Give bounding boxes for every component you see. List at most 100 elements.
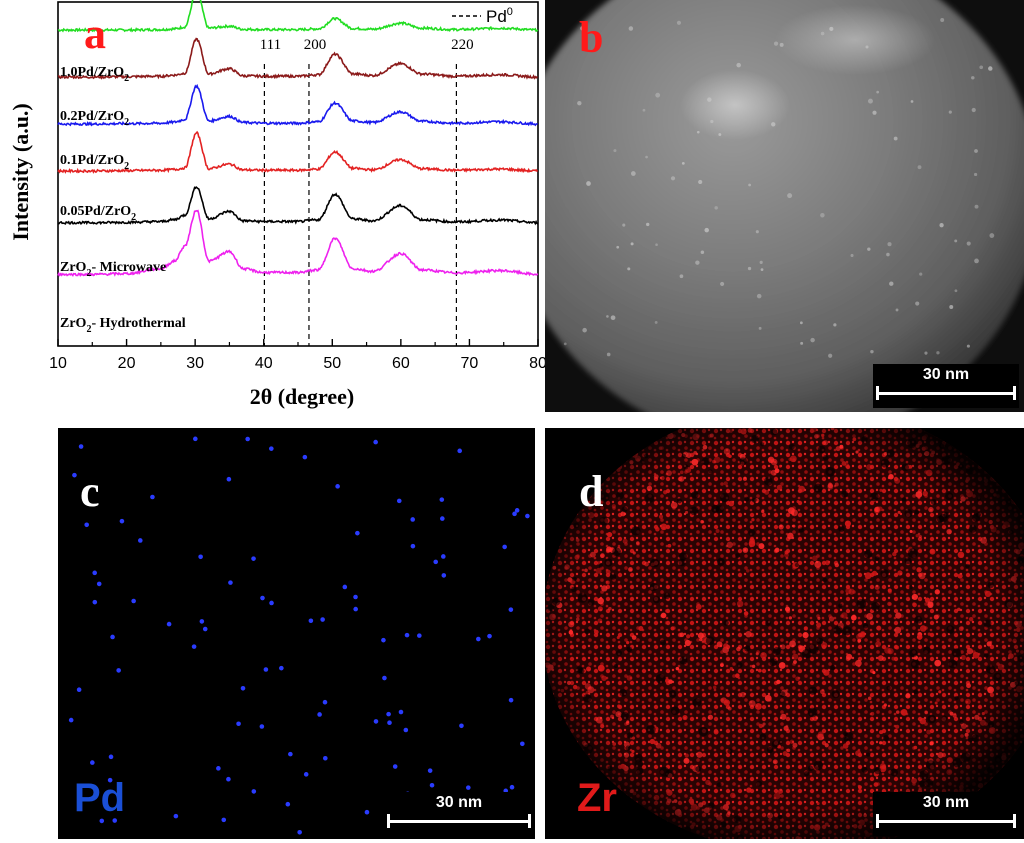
x-tick-label: 10 bbox=[49, 355, 67, 372]
zr-eds-map bbox=[545, 428, 1024, 839]
pd-signal-dot bbox=[269, 600, 274, 606]
pd-signal-dot bbox=[260, 595, 265, 601]
element-label-pd: Pd bbox=[74, 776, 126, 820]
pd-signal-dot bbox=[439, 497, 445, 502]
pd-signal-dot bbox=[259, 724, 265, 729]
pd-signal-dot bbox=[459, 723, 464, 729]
xrd-trace bbox=[57, 83, 538, 127]
x-tick-label: 30 bbox=[186, 355, 204, 372]
pd-signal-dot bbox=[251, 789, 257, 794]
pd-signal-dot bbox=[173, 813, 179, 819]
pd-signal-dot bbox=[288, 751, 293, 757]
trace-label: 0.1Pd/ZrO2 bbox=[60, 153, 129, 172]
scale-bar-d: 30 nm bbox=[873, 792, 1019, 836]
pd-signal-dot bbox=[335, 484, 340, 489]
trace-label: ZrO2- Hydrothermal bbox=[60, 316, 186, 335]
x-tick-label: 50 bbox=[323, 355, 341, 372]
pd-signal-dot bbox=[465, 785, 471, 790]
pd-signal-dot bbox=[382, 675, 387, 681]
pd-signal-dot bbox=[520, 741, 525, 747]
pd-signal-dot bbox=[381, 637, 386, 643]
pd0-legend-label: Pd0 bbox=[486, 6, 513, 26]
panel-letter-c: c bbox=[80, 467, 100, 516]
reflection-label-111: 111 bbox=[260, 37, 281, 53]
pd-signal-dot bbox=[508, 697, 514, 703]
panel-d-zr-map: d Zr 30 nm bbox=[545, 428, 1024, 839]
pd-signal-dot bbox=[508, 607, 514, 612]
pd-signal-dot bbox=[90, 760, 95, 765]
pd-signal-dot bbox=[322, 699, 328, 705]
pd-signal-dot bbox=[279, 665, 284, 671]
pd-signal-dot bbox=[427, 768, 433, 773]
pd-signal-dot bbox=[457, 448, 462, 454]
pd-signal-dot bbox=[193, 436, 198, 442]
pd-signal-dot bbox=[68, 717, 74, 723]
pd-signal-dot bbox=[308, 618, 314, 624]
y-axis-title: Intensity (a.u.) bbox=[8, 103, 33, 241]
pd-signal-dot bbox=[251, 556, 256, 561]
pd-signal-dot bbox=[96, 581, 102, 587]
pd-signal-dot bbox=[76, 687, 82, 692]
scale-bar-label: 30 nm bbox=[922, 794, 970, 811]
pd-signal-dot bbox=[166, 621, 172, 627]
xrd-trace bbox=[58, 37, 539, 80]
x-tick-label: 20 bbox=[118, 355, 136, 372]
pd-signal-dot bbox=[226, 776, 231, 782]
reflection-label-220: 220 bbox=[451, 37, 474, 53]
pd-signal-dot bbox=[364, 809, 370, 815]
pd-signal-dot bbox=[116, 668, 121, 673]
pd-eds-map bbox=[58, 428, 535, 839]
pd-signal-dot bbox=[441, 573, 447, 578]
pd-signal-dot bbox=[512, 511, 517, 517]
pd-signal-dot bbox=[373, 439, 378, 445]
nanoparticle bbox=[545, 0, 1024, 412]
pd-signal-dot bbox=[112, 818, 118, 823]
pd-signal-dot bbox=[84, 522, 89, 528]
pd-signal-dot bbox=[72, 472, 77, 478]
pd-signal-dot bbox=[202, 626, 208, 632]
x-tick-label: 70 bbox=[461, 355, 479, 372]
scale-bar-c: 30 nm bbox=[384, 792, 534, 836]
xrd-trace bbox=[57, 209, 539, 277]
pd-signal-dot bbox=[221, 817, 227, 823]
panel-b-stem-image: b 30 nm bbox=[545, 0, 1024, 412]
pd-signal-dot bbox=[429, 782, 435, 788]
pd-signal-dot bbox=[92, 570, 98, 576]
trace-label: 0.05Pd/ZrO2 bbox=[60, 204, 136, 223]
pd-signal-dot bbox=[191, 644, 197, 649]
pd-signal-dot bbox=[317, 712, 322, 717]
pd-signal-dot bbox=[297, 829, 302, 835]
element-label-zr: Zr bbox=[577, 776, 617, 820]
stem-image bbox=[545, 0, 1024, 412]
pd-signal-dot bbox=[487, 633, 492, 639]
pd-signal-dot bbox=[410, 517, 416, 522]
pd-signal-dot bbox=[216, 766, 221, 771]
pd-signal-dot bbox=[99, 818, 105, 824]
scale-bar-b: 30 nm bbox=[873, 364, 1019, 408]
pd-signal-dot bbox=[433, 559, 439, 565]
pd-signal-dot bbox=[92, 599, 98, 605]
pd-signal-dot bbox=[342, 584, 348, 590]
xrd-chart-svg: 111 200 220 10 20 30 40 50 60 70 80 1.0Pd/ZrO2 0.2… bbox=[8, 0, 547, 409]
xrd-trace bbox=[57, 0, 539, 33]
pd-signal-dot bbox=[108, 754, 114, 760]
pd-signal-dot bbox=[137, 538, 143, 543]
x-tick-label: 80 bbox=[529, 355, 545, 372]
xrd-trace bbox=[57, 130, 538, 174]
pd-signal-dot bbox=[441, 554, 446, 559]
pd-signal-dot bbox=[263, 667, 269, 672]
panel-letter-b: b bbox=[579, 13, 604, 62]
pd-signal-dot bbox=[398, 709, 404, 715]
pd-signal-dot bbox=[320, 617, 325, 622]
pd-signal-dot bbox=[150, 494, 155, 500]
trace-label: 0.2Pd/ZrO2 bbox=[60, 109, 129, 128]
trace-label: 1.0Pd/ZrO2 bbox=[60, 65, 129, 84]
xrd-trace bbox=[57, 185, 538, 226]
pd-signal-dot bbox=[417, 633, 422, 638]
panel-a-xrd-chart: 111 200 220 10 20 30 40 50 60 70 80 1.0Pd/ZrO2 0.2… bbox=[0, 0, 547, 420]
pd-signal-dot bbox=[392, 764, 398, 769]
pd-signal-dot bbox=[476, 636, 481, 642]
pd-signal-dot bbox=[503, 788, 509, 794]
panel-letter-d: d bbox=[579, 467, 604, 516]
pd-signal-dot bbox=[240, 685, 246, 691]
